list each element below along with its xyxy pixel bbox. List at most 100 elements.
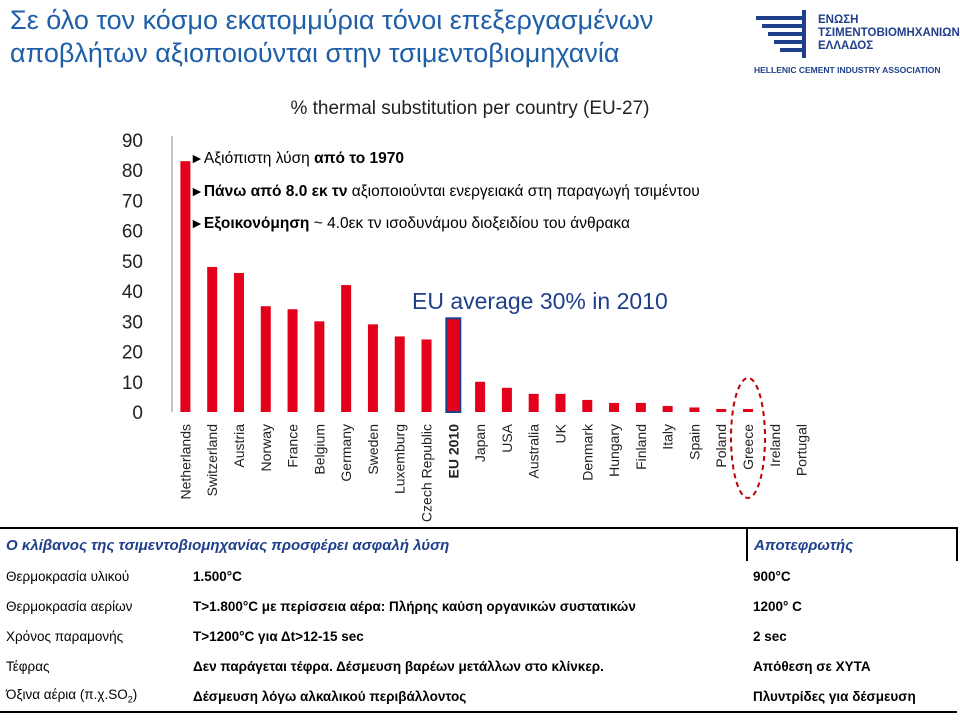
bar-norway xyxy=(260,306,271,412)
row-incinerator-value: Πλυντρίδες για δέσμευση xyxy=(747,681,957,713)
annotation-1: ►Αξιόπιστη λύση από το 1970 xyxy=(190,150,404,168)
thermal-substitution-chart: % thermal substitution per country (EU-2… xyxy=(122,98,810,522)
row-label: Όξινα αέρια (π.χ.SO2) xyxy=(0,681,187,713)
y-tick-label: 70 xyxy=(122,191,143,212)
bar-usa xyxy=(501,387,512,412)
highlight-ellipse xyxy=(730,377,767,499)
logo-name: ΕΝΩΣΗ ΤΣΙΜΕΝΤΟΒΙΟΜΗΧΑΝΙΩΝ ΕΛΛΑΔΟΣ xyxy=(818,14,960,52)
x-tick-label: Luxemburg xyxy=(392,424,408,494)
x-tick-label: Czech Republic xyxy=(419,424,435,522)
table-row: Όξινα αέρια (π.χ.SO2) Δέσμευση λόγω αλκα… xyxy=(0,681,957,713)
table-header-incinerator: Αποτεφρωτής xyxy=(746,527,958,561)
table-header-row: Ο κλίβανος της τσιμεντοβιομηχανίας προσφ… xyxy=(0,527,958,561)
bar-italy xyxy=(662,405,673,412)
annotation-3-bold: Εξοικονόμηση xyxy=(203,215,310,232)
x-tick-label: Sweden xyxy=(365,424,381,475)
bar-spain xyxy=(689,407,700,412)
bar-germany xyxy=(341,285,352,412)
x-tick-label: Australia xyxy=(526,424,542,479)
bar-uk xyxy=(555,393,566,412)
bar-belgium xyxy=(314,321,325,412)
table-row: Χρόνος παραμονής T>1200°C για Δt>12-15 s… xyxy=(0,621,957,651)
row-incinerator-value: 2 sec xyxy=(753,628,787,644)
bar-eu-2010 xyxy=(445,317,462,413)
x-tick-label: EU 2010 xyxy=(445,424,461,479)
row-label: Θερμοκρασία υλικού xyxy=(6,568,130,584)
x-tick-label: Austria xyxy=(231,424,247,468)
annotation-2-text: αξιοποιούνται ενεργειακά στη παραγωγή τσ… xyxy=(351,183,700,200)
bar-japan xyxy=(475,381,486,412)
bar-hungary xyxy=(609,402,620,412)
x-tick-label: Switzerland xyxy=(204,424,220,496)
table-row: Θερμοκρασία υλικού 1.500°C 900°C xyxy=(0,561,957,591)
y-tick-label: 10 xyxy=(122,373,143,394)
annotation-1-bold: από το 1970 xyxy=(314,150,405,167)
y-tick-label: 50 xyxy=(122,252,143,273)
x-tick-label: Ireland xyxy=(767,424,783,467)
bar-australia xyxy=(528,393,539,412)
comparison-table: Ο κλίβανος της τσιμεντοβιομηχανίας προσφ… xyxy=(0,527,958,713)
annotation-2-bold: Πάνω από 8.0 εκ τν xyxy=(203,183,352,200)
x-tick-label: Denmark xyxy=(579,423,595,481)
x-tick-label: Poland xyxy=(713,424,729,468)
arrow-right-icon: ► xyxy=(190,150,204,166)
arrow-right-icon: ► xyxy=(190,183,204,199)
bar-finland xyxy=(635,402,646,412)
table-row: Θερμοκρασία αερίων T>1.800°C με περίσσει… xyxy=(0,591,957,621)
title-line-2: αποβλήτων αξιοποιούνται στην τσιμεντοβιο… xyxy=(10,38,620,68)
bar-denmark xyxy=(582,399,593,412)
bar-switzerland xyxy=(207,266,218,412)
bar-greece xyxy=(743,408,754,412)
table-row: Τέφρας Δεν παράγεται τέφρα. Δέσμευση βαρ… xyxy=(0,651,957,681)
logo-emblem-icon xyxy=(756,10,806,58)
y-tick-label: 60 xyxy=(122,222,143,243)
row-kiln-value: T>1.800°C με περίσσεια αέρα: Πλήρης καύσ… xyxy=(193,598,636,614)
x-tick-label: Netherlands xyxy=(177,424,193,500)
y-tick-label: 40 xyxy=(122,282,143,303)
title-line-1: Σε όλο τον κόσμο εκατομμύρια τόνοι επεξε… xyxy=(10,5,654,35)
x-tick-label: France xyxy=(285,424,301,468)
x-tick-label: Belgium xyxy=(311,424,327,475)
table-header-kiln: Ο κλίβανος της τσιμεντοβιομηχανίας προσφ… xyxy=(0,527,747,561)
annotation-3-text: ~ 4.0εκ τν ισοδυνάμου διοξειδίου του άνθ… xyxy=(309,215,630,232)
chart-title: % thermal substitution per country (EU-2… xyxy=(290,98,649,119)
row-kiln-value: Δέσμευση λόγω αλκαλικού περιβάλλοντος xyxy=(187,681,747,713)
bar-austria xyxy=(233,272,244,412)
y-tick-label: 80 xyxy=(122,161,143,182)
bar-poland xyxy=(716,408,727,412)
x-tick-label: USA xyxy=(499,423,515,452)
row-incinerator-value: 900°C xyxy=(753,568,791,584)
row-incinerator-value: 1200° C xyxy=(753,598,802,614)
bar-france xyxy=(287,309,298,412)
row-label: Τέφρας xyxy=(6,658,50,674)
row-kiln-value: Δεν παράγεται τέφρα. Δέσμευση βαρέων μετ… xyxy=(193,658,604,674)
row-label: Θερμοκρασία αερίων xyxy=(6,598,133,614)
x-tick-label: Portugal xyxy=(794,424,810,476)
annotation-3: ►Εξοικονόμηση ~ 4.0εκ τν ισοδυνάμου διοξ… xyxy=(190,215,630,233)
x-tick-label: Finland xyxy=(633,424,649,470)
x-tick-label: Greece xyxy=(740,424,756,470)
bar-luxemburg xyxy=(394,336,405,412)
x-tick-label: UK xyxy=(552,423,568,443)
x-tick-label: Italy xyxy=(660,424,676,450)
row-incinerator-value: Απόθεση σε ΧΥΤΑ xyxy=(753,658,871,674)
association-logo: ΕΝΩΣΗ ΤΣΙΜΕΝΤΟΒΙΟΜΗΧΑΝΙΩΝ ΕΛΛΑΔΟΣ HELLEN… xyxy=(748,2,960,76)
x-tick-label: Hungary xyxy=(606,424,622,477)
row-kiln-value: 1.500°C xyxy=(193,568,242,584)
y-tick-label: 20 xyxy=(122,343,143,364)
row-label: Χρόνος παραμονής xyxy=(6,628,124,644)
x-tick-label: Japan xyxy=(472,424,488,462)
x-tick-label: Germany xyxy=(338,424,354,482)
annotation-2: ►Πάνω από 8.0 εκ τν αξιοποιούνται ενεργε… xyxy=(190,183,700,201)
bar-czech-republic xyxy=(421,339,432,412)
arrow-right-icon: ► xyxy=(190,215,204,231)
bar-sweden xyxy=(367,324,378,412)
row-kiln-value: T>1200°C για Δt>12-15 sec xyxy=(193,628,364,644)
y-tick-label: 30 xyxy=(122,312,143,333)
logo-english-name: HELLENIC CEMENT INDUSTRY ASSOCIATION xyxy=(754,65,941,75)
y-tick-label: 0 xyxy=(132,403,143,424)
bar-netherlands xyxy=(180,161,191,412)
x-tick-label: Norway xyxy=(258,424,274,471)
page-title: Σε όλο τον κόσμο εκατομμύρια τόνοι επεξε… xyxy=(10,4,730,70)
y-tick-label: 90 xyxy=(122,131,143,152)
